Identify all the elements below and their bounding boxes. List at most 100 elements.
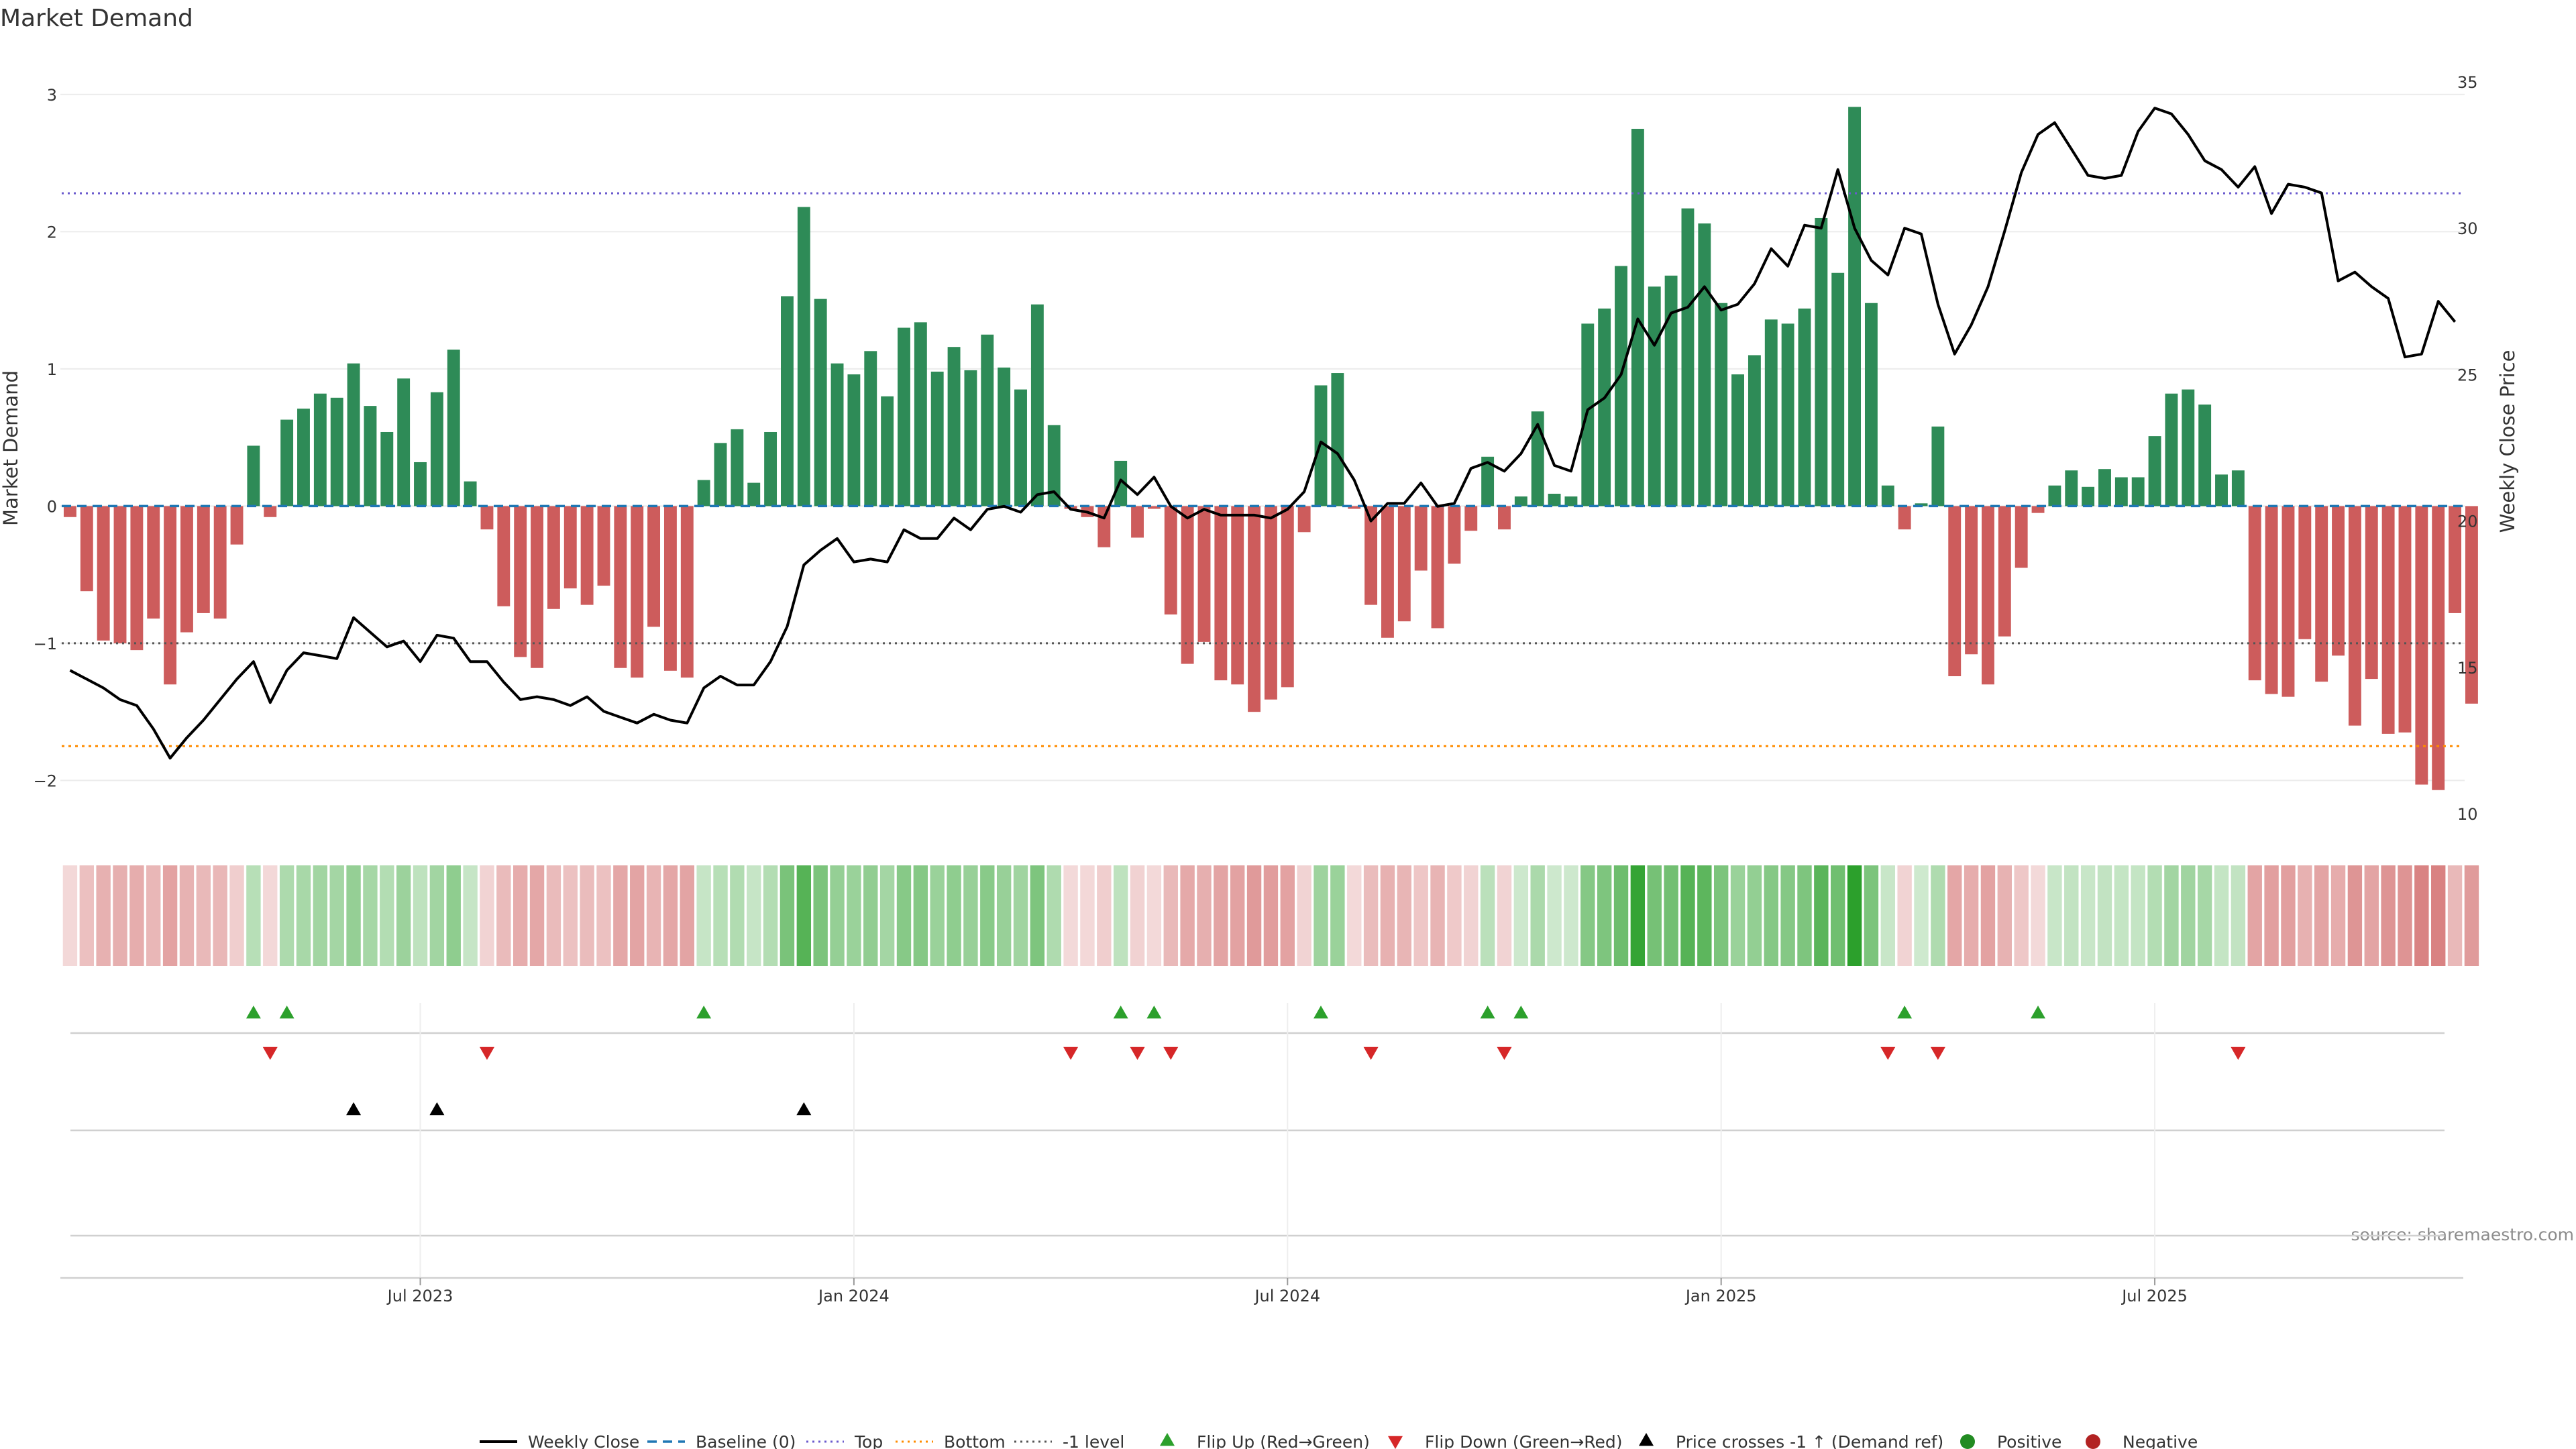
demand-bar-negative bbox=[1264, 506, 1277, 700]
demand-bar-positive bbox=[1548, 494, 1561, 506]
flip-up-marker bbox=[1480, 1006, 1495, 1019]
demand-bar-negative bbox=[1431, 506, 1444, 629]
heat-cell-positive bbox=[463, 865, 478, 966]
demand-bar-negative bbox=[180, 506, 193, 633]
heat-cell-negative bbox=[1297, 865, 1311, 966]
demand-bar-negative bbox=[1297, 506, 1311, 533]
heat-cell-negative bbox=[1363, 865, 1379, 966]
demand-bar-positive bbox=[1798, 308, 1811, 506]
y-tick-right: 15 bbox=[2457, 659, 2478, 678]
demand-bar-negative bbox=[2315, 506, 2328, 682]
legend-label: Flip Down (Green→Red) bbox=[1425, 1432, 1623, 1449]
heat-cell-negative bbox=[496, 865, 511, 966]
demand-bar-negative bbox=[1898, 506, 1911, 530]
y-tick-right: 30 bbox=[2457, 219, 2478, 238]
heat-cell-negative bbox=[2314, 865, 2329, 966]
demand-bar-positive bbox=[280, 419, 294, 506]
heat-cell-negative bbox=[1413, 865, 1428, 966]
heat-cell-positive bbox=[296, 865, 311, 966]
demand-bar-negative bbox=[2381, 506, 2395, 734]
demand-bar-positive bbox=[1631, 129, 1644, 506]
heat-cell-negative bbox=[2381, 865, 2396, 966]
heat-cell-positive bbox=[446, 865, 461, 966]
demand-bar-positive bbox=[830, 363, 844, 506]
heat-cell-positive bbox=[1597, 865, 1612, 966]
heat-cell-positive bbox=[847, 865, 861, 966]
demand-bar-negative bbox=[514, 506, 527, 657]
demand-bar-positive bbox=[2182, 389, 2195, 506]
heat-cell-negative bbox=[2298, 865, 2312, 966]
heat-cell-positive bbox=[930, 865, 945, 966]
legend-label: Negative bbox=[2123, 1432, 2198, 1449]
heat-cell-positive bbox=[780, 865, 795, 966]
demand-bar-negative bbox=[2449, 506, 2462, 613]
heat-cell-positive bbox=[2064, 865, 2079, 966]
demand-bar-positive bbox=[1114, 460, 1128, 506]
demand-bar-positive bbox=[1915, 503, 1928, 506]
y-tick-left: −1 bbox=[34, 635, 57, 653]
heat-cell-negative bbox=[2464, 865, 2479, 966]
heat-cell-positive bbox=[1747, 865, 1762, 966]
flip-up-marker bbox=[2031, 1006, 2046, 1019]
heat-cell-positive bbox=[1664, 865, 1678, 966]
heat-cell-negative bbox=[1430, 865, 1445, 966]
heat-cell-negative bbox=[529, 865, 545, 966]
price-cross-marker bbox=[346, 1102, 362, 1116]
heat-cell-positive bbox=[2214, 865, 2229, 966]
legend-swatch-triangle-up bbox=[1639, 1433, 1654, 1446]
demand-bar-negative bbox=[1464, 506, 1478, 531]
heat-cell-negative bbox=[1280, 865, 1295, 966]
legend-swatch-triangle-up bbox=[1160, 1433, 1175, 1446]
legend-item: Top bbox=[806, 1432, 883, 1449]
heat-cell-negative bbox=[263, 865, 278, 966]
heat-cell-negative bbox=[2264, 865, 2279, 966]
demand-bar-positive bbox=[1831, 272, 1845, 506]
demand-bar-negative bbox=[2398, 506, 2412, 733]
heat-cell-positive bbox=[713, 865, 728, 966]
heat-cell-positive bbox=[1547, 865, 1562, 966]
heat-cell-positive bbox=[913, 865, 928, 966]
heat-cell-negative bbox=[146, 865, 161, 966]
legend-swatch-dot bbox=[2086, 1434, 2100, 1449]
flip-up-marker bbox=[1313, 1006, 1329, 1019]
heat-cell-negative bbox=[79, 865, 94, 966]
heat-cell-positive bbox=[346, 865, 361, 966]
y-tick-left: 1 bbox=[47, 360, 57, 379]
heat-cell-positive bbox=[1914, 865, 1929, 966]
flip-up-marker bbox=[1113, 1006, 1128, 1019]
demand-bar-negative bbox=[680, 506, 694, 678]
heat-cell-positive bbox=[1730, 865, 1746, 966]
heat-cell-negative bbox=[179, 865, 195, 966]
heat-cell-negative bbox=[1197, 865, 1212, 966]
legend-label: Weekly Close bbox=[528, 1432, 639, 1449]
heat-cell-positive bbox=[2181, 865, 2196, 966]
price-cross-marker bbox=[429, 1102, 445, 1116]
flip-down-marker bbox=[2231, 1046, 2246, 1060]
demand-bar-positive bbox=[347, 363, 360, 506]
legend-label: Price crosses -1 ↑ (Demand ref) bbox=[1676, 1432, 1943, 1449]
demand-bar-positive bbox=[797, 207, 810, 506]
heat-cell-negative bbox=[563, 865, 578, 966]
demand-bar-negative bbox=[547, 506, 560, 609]
heat-cell-positive bbox=[2080, 865, 2096, 966]
heat-cell-positive bbox=[796, 865, 812, 966]
demand-bar-negative bbox=[1097, 506, 1111, 547]
heat-cell-positive bbox=[747, 865, 761, 966]
heat-cell-negative bbox=[1897, 865, 1912, 966]
x-tick-label: Jan 2025 bbox=[1684, 1287, 1757, 1305]
flip-up-marker bbox=[696, 1006, 712, 1019]
demand-bar-positive bbox=[2215, 474, 2228, 506]
demand-bar-positive bbox=[998, 367, 1011, 506]
demand-bar-negative bbox=[597, 506, 610, 586]
heat-cell-negative bbox=[1130, 865, 1145, 966]
heat-cell-positive bbox=[1780, 865, 1795, 966]
legend-item: Price crosses -1 ↑ (Demand ref) bbox=[1639, 1432, 1943, 1449]
heat-cell-negative bbox=[1230, 865, 1245, 966]
heat-cell-negative bbox=[1097, 865, 1112, 966]
heat-cell-negative bbox=[1997, 865, 2012, 966]
demand-bar-positive bbox=[297, 409, 310, 506]
heat-cell-positive bbox=[1764, 865, 1778, 966]
demand-bar-positive bbox=[380, 431, 394, 506]
heat-cell-positive bbox=[1931, 865, 1945, 966]
demand-bar-negative bbox=[130, 506, 144, 651]
